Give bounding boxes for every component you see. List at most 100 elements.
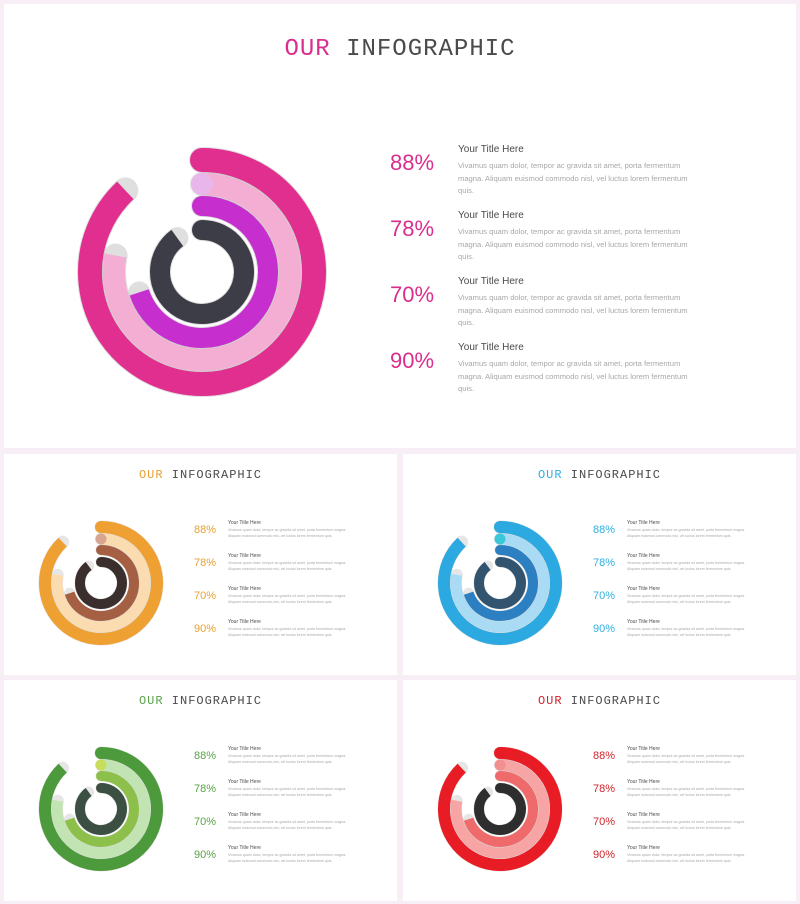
ring-bar-2 bbox=[51, 759, 151, 859]
title-word-our: OUR bbox=[537, 468, 563, 482]
item-body: Vivamus quam dolor, tempor ac gravida si… bbox=[627, 820, 746, 830]
percent-label: 90% bbox=[593, 849, 616, 861]
percent-label: 70% bbox=[593, 816, 616, 828]
ring-cap-1 bbox=[494, 521, 506, 533]
legend-item: 70% Your Title Here Vivamus quam dolor, t… bbox=[593, 586, 763, 619]
legend-item: 88% Your Title Here Vivamus quam dolor, t… bbox=[593, 520, 763, 553]
legend-item: 78% Your Title Here Vivamus quam dolor, t… bbox=[593, 553, 763, 586]
ring-cap-3 bbox=[96, 771, 106, 781]
ring-bar-3 bbox=[129, 196, 278, 348]
ring-bar-3 bbox=[463, 545, 538, 621]
ring-cap-3 bbox=[495, 771, 505, 781]
item-body: Vivamus quam dolor, tempor ac gravida si… bbox=[228, 561, 347, 571]
item-title: Your Title Here bbox=[228, 553, 261, 559]
legend-item: 90% Your Title Here Vivamus quam dolor, t… bbox=[390, 342, 710, 408]
item-title: Your Title Here bbox=[228, 812, 261, 818]
ring-bar-4 bbox=[150, 220, 254, 324]
legend-item: 78% Your Title Here Vivamus quam dolor, t… bbox=[593, 779, 763, 812]
percent-label: 78% bbox=[390, 216, 435, 241]
ring-cap-4 bbox=[495, 557, 505, 567]
item-body: Vivamus quam dolor, tempor ac gravida si… bbox=[627, 787, 746, 797]
ring-bar-1 bbox=[438, 747, 562, 871]
legend-item: 90% Your Title Here Vivamus quam dolor, t… bbox=[593, 845, 763, 878]
ring-cap-2 bbox=[494, 759, 506, 771]
item-body: Vivamus quam dolor, tempor ac gravida si… bbox=[627, 594, 746, 604]
title-word-our: OUR bbox=[537, 694, 563, 708]
legend-item: 88% Your Title Here Vivamus quam dolor, t… bbox=[194, 520, 364, 553]
slide-title: OUR INFOGRAPHIC bbox=[4, 468, 397, 482]
legend-list: 88% Your Title Here Vivamus quam dolor, t… bbox=[593, 746, 763, 878]
item-title: Your Title Here bbox=[228, 619, 261, 625]
item-title: Your Title Here bbox=[627, 779, 660, 785]
item-body: Vivamus quam dolor, tempor ac gravida si… bbox=[228, 754, 347, 764]
legend-item: 78% Your Title Here Vivamus quam dolor, t… bbox=[390, 210, 710, 276]
slide-title: OUR INFOGRAPHIC bbox=[4, 694, 397, 708]
ring-bar-3 bbox=[64, 771, 139, 847]
ring-bar-3 bbox=[64, 545, 139, 621]
legend-item: 78% Your Title Here Vivamus quam dolor, t… bbox=[194, 779, 364, 812]
item-body: Vivamus quam dolor, tempor ac gravida si… bbox=[228, 853, 347, 863]
legend-item: 90% Your Title Here Vivamus quam dolor, t… bbox=[593, 619, 763, 652]
legend-item: 90% Your Title Here Vivamus quam dolor, t… bbox=[194, 845, 364, 878]
slide-main: OUR INFOGRAPHIC 88% Your Title Here Vivam… bbox=[4, 4, 796, 448]
slide-title: OUR INFOGRAPHIC bbox=[4, 36, 796, 63]
title-word-infographic: INFOGRAPHIC bbox=[171, 468, 263, 482]
title-word-infographic: INFOGRAPHIC bbox=[346, 36, 516, 63]
item-title: Your Title Here bbox=[627, 520, 660, 526]
ring-cap-3 bbox=[495, 545, 505, 555]
ring-bar-2 bbox=[103, 173, 301, 371]
item-body: Vivamus quam dolor, tempor ac gravida si… bbox=[627, 853, 746, 863]
item-body: Vivamus quam dolor, tempor ac gravida si… bbox=[228, 627, 347, 637]
legend-item: 88% Your Title Here Vivamus quam dolor, t… bbox=[194, 746, 364, 779]
ring-cap-2 bbox=[95, 533, 107, 545]
item-body: Vivamus quam dolor, tempor ac gravida si… bbox=[458, 359, 688, 393]
percent-label: 78% bbox=[593, 557, 616, 569]
slide-red: OUR INFOGRAPHIC 88% Your Title Here Vivam… bbox=[403, 680, 796, 901]
radial-progress-chart bbox=[437, 520, 563, 646]
ring-cap-3 bbox=[96, 545, 106, 555]
ring-bar-4 bbox=[474, 783, 526, 835]
item-title: Your Title Here bbox=[627, 619, 660, 625]
radial-progress-chart bbox=[437, 746, 563, 872]
radial-progress-chart bbox=[77, 147, 327, 397]
item-body: Vivamus quam dolor, tempor ac gravida si… bbox=[228, 787, 347, 797]
percent-label: 88% bbox=[593, 524, 616, 536]
percent-label: 90% bbox=[194, 849, 217, 861]
item-title: Your Title Here bbox=[627, 553, 660, 559]
title-word-infographic: INFOGRAPHIC bbox=[171, 694, 263, 708]
item-body: Vivamus quam dolor, tempor ac gravida si… bbox=[458, 227, 688, 261]
radial-progress-chart bbox=[38, 746, 164, 872]
slide-blue: OUR INFOGRAPHIC 88% Your Title Here Vivam… bbox=[403, 454, 796, 675]
percent-label: 90% bbox=[593, 623, 616, 635]
item-title: Your Title Here bbox=[458, 144, 524, 155]
title-word-our: OUR bbox=[284, 36, 331, 63]
percent-label: 70% bbox=[593, 590, 616, 602]
ring-cap-1 bbox=[95, 747, 107, 759]
legend-item: 70% Your Title Here Vivamus quam dolor, t… bbox=[194, 586, 364, 619]
title-word-infographic: INFOGRAPHIC bbox=[570, 468, 662, 482]
legend-item: 90% Your Title Here Vivamus quam dolor, t… bbox=[194, 619, 364, 652]
item-title: Your Title Here bbox=[228, 586, 261, 592]
slide-green: OUR INFOGRAPHIC 88% Your Title Here Vivam… bbox=[4, 680, 397, 901]
item-title: Your Title Here bbox=[228, 746, 261, 752]
item-title: Your Title Here bbox=[627, 845, 660, 851]
ring-cap-2 bbox=[95, 759, 107, 771]
item-title: Your Title Here bbox=[228, 520, 261, 526]
legend-list: 88% Your Title Here Vivamus quam dolor, t… bbox=[390, 144, 710, 408]
item-title: Your Title Here bbox=[458, 342, 524, 353]
percent-label: 88% bbox=[194, 750, 217, 762]
percent-label: 78% bbox=[194, 557, 217, 569]
slide-title: OUR INFOGRAPHIC bbox=[403, 694, 796, 708]
ring-cap-4 bbox=[192, 220, 212, 240]
ring-cap-4 bbox=[495, 783, 505, 793]
item-body: Vivamus quam dolor, tempor ac gravida si… bbox=[627, 561, 746, 571]
ring-cap-2 bbox=[494, 533, 506, 545]
ring-bar-2 bbox=[450, 759, 550, 859]
percent-label: 90% bbox=[194, 623, 217, 635]
ring-bar-4 bbox=[75, 557, 127, 609]
item-title: Your Title Here bbox=[228, 845, 261, 851]
item-body: Vivamus quam dolor, tempor ac gravida si… bbox=[228, 594, 347, 604]
item-body: Vivamus quam dolor, tempor ac gravida si… bbox=[228, 528, 347, 538]
slide-orange: OUR INFOGRAPHIC 88% Your Title Here Vivam… bbox=[4, 454, 397, 675]
percent-label: 78% bbox=[194, 783, 217, 795]
